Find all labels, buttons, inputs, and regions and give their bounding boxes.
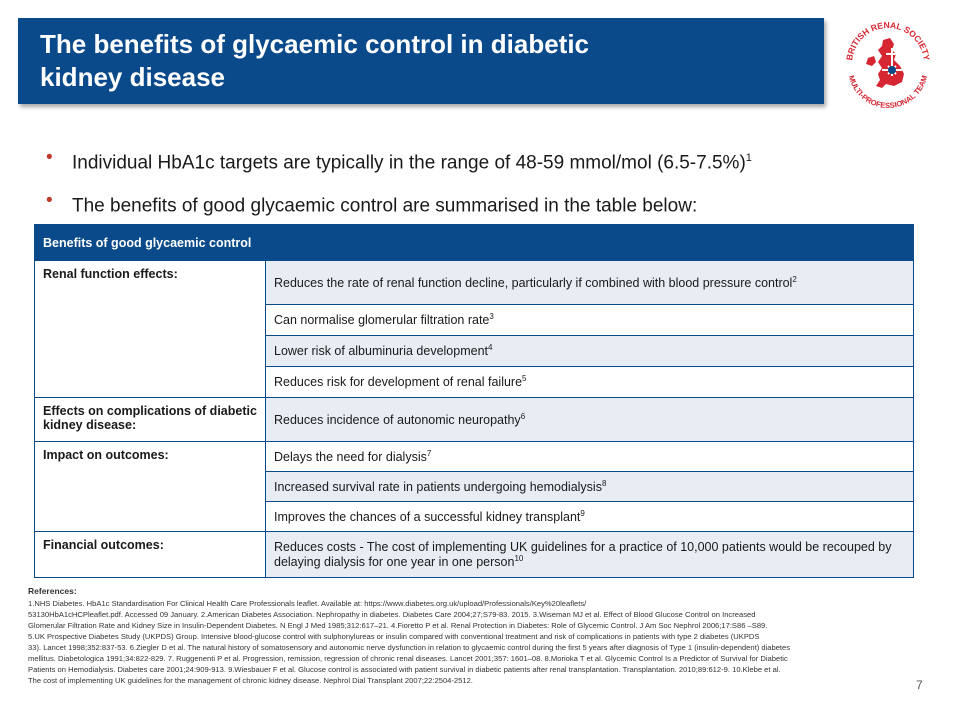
reference-line: 53130HbA1cHCPleaflet.pdf. Accessed 09 Ja… — [28, 610, 756, 619]
benefit-ref: 5 — [522, 374, 527, 384]
benefits-table: Benefits of good glycaemic control Renal… — [34, 224, 914, 578]
benefit-cell: Reduces incidence of autonomic neuropath… — [265, 397, 914, 442]
benefit-text: Increased survival rate in patients unde… — [274, 480, 602, 495]
reference-line: 1.NHS Diabetes. HbA1c Standardisation Fo… — [28, 599, 587, 608]
benefit-cell: Increased survival rate in patients unde… — [265, 471, 914, 502]
bullet-ref: 1 — [745, 152, 752, 164]
category-outcomes: Impact on outcomes: — [34, 441, 266, 532]
category-financial: Financial outcomes: — [34, 531, 266, 578]
benefit-text: Reduces incidence of autonomic neuropath… — [274, 413, 521, 428]
benefit-ref: 9 — [580, 508, 585, 518]
category-renal-function: Renal function effects: — [34, 260, 266, 398]
title-line-1: The benefits of glycaemic control in dia… — [40, 29, 589, 59]
benefit-text: Improves the chances of a successful kid… — [274, 510, 581, 525]
benefit-text: Reduces the rate of renal function decli… — [274, 276, 793, 291]
british-renal-society-logo: BRITISH RENAL SOCIETY MULTI-PROFESSIONAL… — [844, 20, 932, 110]
benefit-ref: 4 — [488, 343, 493, 353]
reference-line: Patients on Hemodialysis. Diabetes care … — [28, 665, 781, 674]
benefit-ref: 10 — [514, 553, 524, 563]
bullet-text: The benefits of good glycaemic control a… — [72, 195, 698, 217]
page-number: 7 — [916, 678, 923, 692]
benefit-ref: 6 — [520, 411, 526, 421]
benefit-ref: 7 — [426, 448, 432, 458]
reference-line: mellitus. Diabetologica 1991;34:822-829.… — [28, 654, 788, 663]
benefit-text: Lower risk of albuminuria development — [274, 344, 488, 359]
benefit-cell: Reduces risk for development of renal fa… — [265, 366, 914, 398]
benefit-cell: Lower risk of albuminuria development4 — [265, 335, 914, 367]
benefit-cell: Reduces the rate of renal function decli… — [265, 260, 914, 305]
benefit-text: Reduces costs - The cost of implementing… — [274, 539, 892, 570]
benefit-cell: Can normalise glomerular filtration rate… — [265, 304, 914, 336]
bullet-dot-icon: • — [46, 190, 53, 212]
benefit-text: Can normalise glomerular filtration rate — [274, 313, 490, 328]
bullet-item: • The benefits of good glycaemic control… — [46, 189, 946, 218]
bullet-text: Individual HbA1c targets are typically i… — [72, 152, 746, 174]
benefit-cell: Reduces costs - The cost of implementing… — [265, 531, 914, 578]
title-bar: The benefits of glycaemic control in dia… — [18, 18, 824, 104]
reference-line: 33). Lancet 1998;352:837-53. 6.Ziegler D… — [28, 643, 791, 652]
page-title: The benefits of glycaemic control in dia… — [40, 28, 740, 94]
title-line-2: kidney disease — [40, 62, 225, 92]
references-title: References: — [28, 586, 77, 596]
bullet-item: • Individual HbA1c targets are typically… — [46, 146, 946, 175]
reference-line: 5.UK Prospective Diabetes Study (UKPDS) … — [28, 632, 760, 641]
benefit-cell: Delays the need for dialysis7 — [265, 441, 914, 472]
bullet-dot-icon: • — [46, 147, 53, 168]
category-complications: Effects on complications of diabetic kid… — [34, 397, 266, 442]
benefit-text: Reduces risk for development of renal fa… — [274, 375, 523, 390]
bullet-list: • Individual HbA1c targets are typically… — [46, 146, 946, 233]
reference-line: The cost of implementing UK guidelines f… — [28, 676, 473, 685]
benefit-ref: 2 — [792, 274, 797, 284]
uk-map-icon — [866, 38, 904, 88]
benefit-cell: Improves the chances of a successful kid… — [265, 501, 914, 532]
reference-line: Glomerular Filtration Rate and Kidney Si… — [28, 621, 768, 630]
table-header: Benefits of good glycaemic control — [34, 224, 914, 261]
benefit-text: Delays the need for dialysis — [274, 450, 427, 465]
references: References: 1.NHS Diabetes. HbA1c Standa… — [28, 586, 908, 686]
benefit-ref: 8 — [601, 478, 607, 488]
benefit-ref: 3 — [489, 312, 494, 322]
